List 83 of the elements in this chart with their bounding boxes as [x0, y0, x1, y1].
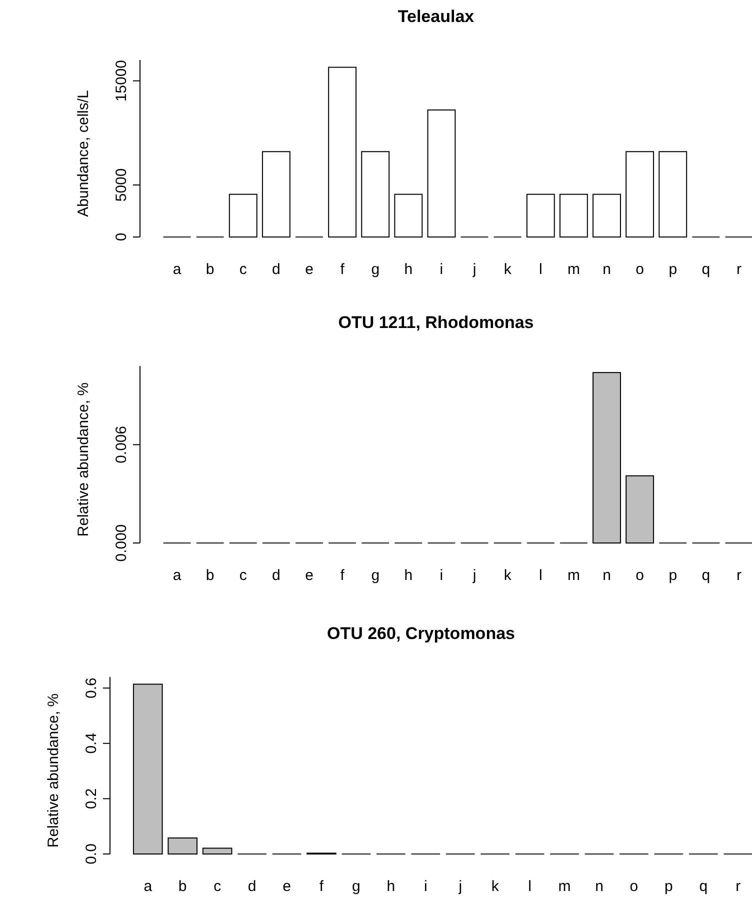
- x-tick-label: e: [282, 878, 291, 895]
- y-tick-label: 0.0: [83, 844, 100, 864]
- x-tick-label: i: [440, 567, 444, 584]
- bar: [658, 151, 688, 238]
- x-tick-label: g: [352, 878, 360, 895]
- x-tick-label: f: [340, 261, 346, 278]
- x-tick-label: a: [172, 567, 182, 584]
- x-tick-label: n: [602, 261, 611, 278]
- x-tick-label: m: [567, 261, 580, 278]
- x-tick-label: k: [491, 878, 500, 895]
- x-tick-label: h: [404, 261, 413, 278]
- x-tick-label: j: [472, 567, 476, 584]
- bar: [132, 684, 163, 854]
- x-tick-label: p: [664, 878, 673, 895]
- x-tick-label: i: [424, 878, 428, 895]
- bar: [228, 194, 258, 238]
- y-axis-title: Abundance, cells/L: [75, 90, 92, 217]
- x-tick-label: c: [239, 567, 248, 584]
- x-tick-label: p: [668, 261, 678, 278]
- bar: [626, 151, 654, 238]
- x-tick-label: a: [144, 878, 153, 895]
- bar: [361, 151, 390, 238]
- bar: [559, 194, 588, 238]
- chart-title: Teleaulax: [398, 7, 475, 26]
- y-tick-label: 0.6: [83, 678, 100, 698]
- x-tick-label: l: [538, 261, 542, 278]
- x-tick-label: g: [371, 261, 380, 278]
- bar: [427, 109, 456, 238]
- x-tick-label: l: [538, 567, 542, 584]
- x-tick-label: e: [305, 261, 314, 278]
- y-tick-label: 0.4: [83, 732, 100, 754]
- y-tick-label: 0.2: [83, 788, 100, 810]
- x-tick-label: r: [736, 878, 741, 895]
- x-tick-label: i: [440, 261, 444, 278]
- x-tick-label: o: [636, 261, 644, 278]
- y-tick-label: 0: [113, 232, 130, 242]
- x-tick-label: b: [206, 261, 214, 278]
- x-tick-label: b: [206, 567, 214, 584]
- x-tick-label: g: [371, 567, 380, 584]
- x-tick-label: d: [272, 261, 280, 278]
- x-tick-label: d: [272, 567, 280, 584]
- x-tick-label: m: [558, 878, 571, 895]
- x-tick-label: m: [567, 567, 580, 584]
- x-tick-label: c: [239, 261, 248, 278]
- x-tick-label: j: [458, 878, 462, 895]
- bar: [168, 837, 198, 854]
- y-axis-title: Relative abundance, %: [75, 382, 92, 537]
- x-tick-label: q: [699, 878, 708, 895]
- x-tick-label: r: [736, 567, 742, 584]
- x-tick-label: f: [319, 878, 324, 895]
- x-tick-label: q: [702, 567, 710, 584]
- bar: [328, 66, 357, 238]
- chart-title: OTU 1211, Rhodomonas: [338, 313, 534, 332]
- x-tick-label: k: [504, 261, 512, 278]
- x-tick-label: b: [178, 878, 187, 895]
- x-tick-label: a: [172, 261, 182, 278]
- x-tick-label: n: [595, 878, 604, 895]
- x-tick-label: o: [636, 567, 644, 584]
- x-tick-label: f: [340, 567, 346, 584]
- x-tick-label: o: [630, 878, 638, 895]
- bar: [592, 194, 621, 238]
- bar: [526, 194, 555, 238]
- x-tick-label: q: [702, 261, 710, 278]
- x-tick-label: c: [214, 878, 222, 895]
- x-tick-label: h: [386, 878, 396, 895]
- x-tick-label: j: [472, 261, 476, 278]
- x-tick-label: p: [668, 567, 678, 584]
- y-axis-title: Relative abundance, %: [45, 693, 62, 848]
- x-tick-label: d: [248, 878, 256, 895]
- bar: [262, 151, 290, 238]
- x-tick-label: k: [504, 567, 512, 584]
- x-tick-label: e: [305, 567, 314, 584]
- y-tick-label: 5000: [113, 168, 130, 202]
- bar: [394, 194, 423, 238]
- x-tick-label: r: [736, 261, 742, 278]
- x-tick-label: l: [528, 878, 532, 895]
- y-tick-label: 15000: [113, 60, 130, 102]
- x-tick-label: n: [602, 567, 611, 584]
- y-tick-label: 0.006: [113, 426, 130, 464]
- bar: [202, 848, 232, 854]
- x-tick-label: h: [404, 567, 413, 584]
- chart-title: OTU 260, Cryptomonas: [327, 624, 515, 643]
- y-tick-label: 0.000: [113, 524, 130, 562]
